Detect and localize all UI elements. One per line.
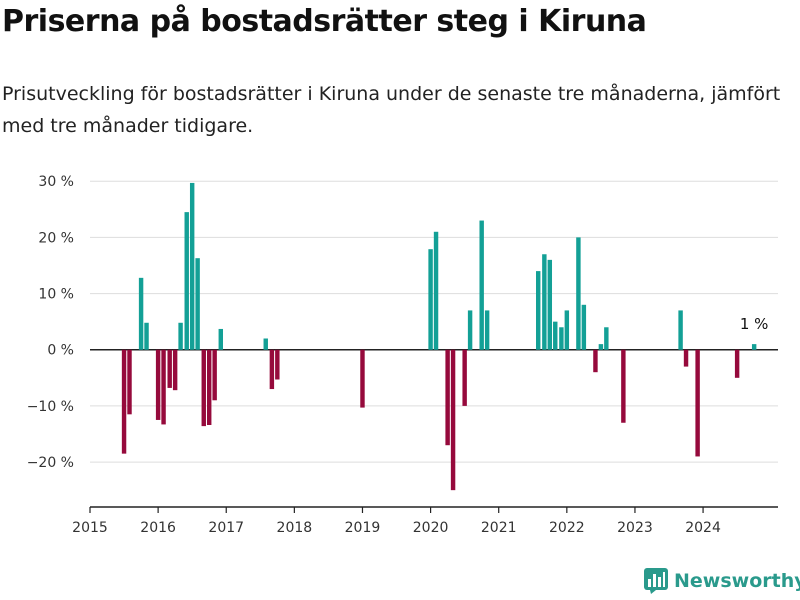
bar [467, 310, 473, 350]
bar [604, 327, 609, 350]
bar [547, 259, 553, 350]
y-tick-label: 30 % [38, 174, 74, 190]
page-title: Priserna på bostadsrätter steg i Kiruna [2, 4, 647, 39]
bar [593, 349, 598, 373]
last-value-label: 1 % [740, 315, 769, 333]
x-axis: 2015 2016 2017 2018 2019 2020 2021 2022 2023 2024 [72, 506, 778, 536]
y-axis-labels: 30 % 20 % 10 % 0 % −10 % −20 % [27, 174, 74, 471]
bar [155, 349, 161, 420]
y-tick-label: 0 % [47, 343, 74, 359]
bar [450, 349, 456, 491]
x-tick-label: 2016 [140, 520, 176, 536]
bar [621, 349, 626, 423]
brand-name: Newsworthy [674, 570, 800, 592]
bar [564, 310, 570, 350]
bar [598, 344, 604, 350]
bar-chart-logo-icon [644, 568, 668, 594]
bar-chart: 30 %20 %10 %0 %−10 %−20 % 2015 2016 2017 20… [27, 174, 778, 536]
bar [360, 349, 365, 408]
bar [576, 237, 581, 350]
bar [484, 310, 490, 350]
x-tick-label: 2015 [72, 520, 108, 536]
bar [178, 322, 183, 350]
bar [172, 349, 178, 391]
bar [161, 349, 166, 425]
x-tick-label: 2020 [413, 520, 449, 536]
bar [559, 327, 564, 350]
bar [678, 310, 683, 350]
x-tick-label: 2023 [617, 520, 653, 536]
bar [536, 271, 541, 350]
bar [683, 349, 689, 367]
bar [433, 231, 439, 350]
bar [263, 338, 268, 350]
bar [212, 349, 217, 401]
bar [542, 254, 547, 350]
y-tick-label: 10 % [38, 287, 74, 303]
bar [553, 321, 558, 350]
bar [167, 349, 172, 388]
bar [269, 349, 275, 390]
bar [734, 349, 740, 378]
bar [144, 322, 149, 350]
x-tick-label: 2019 [345, 520, 381, 536]
bar [206, 349, 212, 425]
y-tick-label: 20 % [38, 230, 74, 246]
bar [189, 182, 195, 350]
bar [428, 249, 433, 350]
x-tick-label: 2024 [685, 520, 721, 536]
bar [695, 349, 700, 457]
bar [138, 277, 144, 350]
bar [195, 258, 200, 350]
x-tick-label: 2017 [208, 520, 244, 536]
bar [479, 220, 484, 350]
x-tick-label: 2021 [481, 520, 517, 536]
annotations: 1 % [740, 315, 769, 333]
bar [445, 349, 450, 446]
bar [218, 328, 224, 350]
bar [751, 344, 757, 350]
bar [275, 349, 280, 380]
brand-logo: Newsworthy [644, 568, 800, 594]
bar [127, 349, 132, 415]
x-tick-label: 2018 [277, 520, 313, 536]
bar [121, 349, 127, 454]
bars [121, 182, 757, 491]
y-tick-label: −20 % [27, 455, 74, 471]
y-tick-label: −10 % [27, 399, 74, 415]
x-tick-label: 2022 [549, 520, 585, 536]
bar [462, 349, 467, 406]
bar [581, 304, 587, 350]
chart-subtitle: Prisutveckling för bostadsrätter i Kirun… [2, 83, 781, 137]
bar [184, 212, 189, 350]
bar [201, 349, 206, 427]
